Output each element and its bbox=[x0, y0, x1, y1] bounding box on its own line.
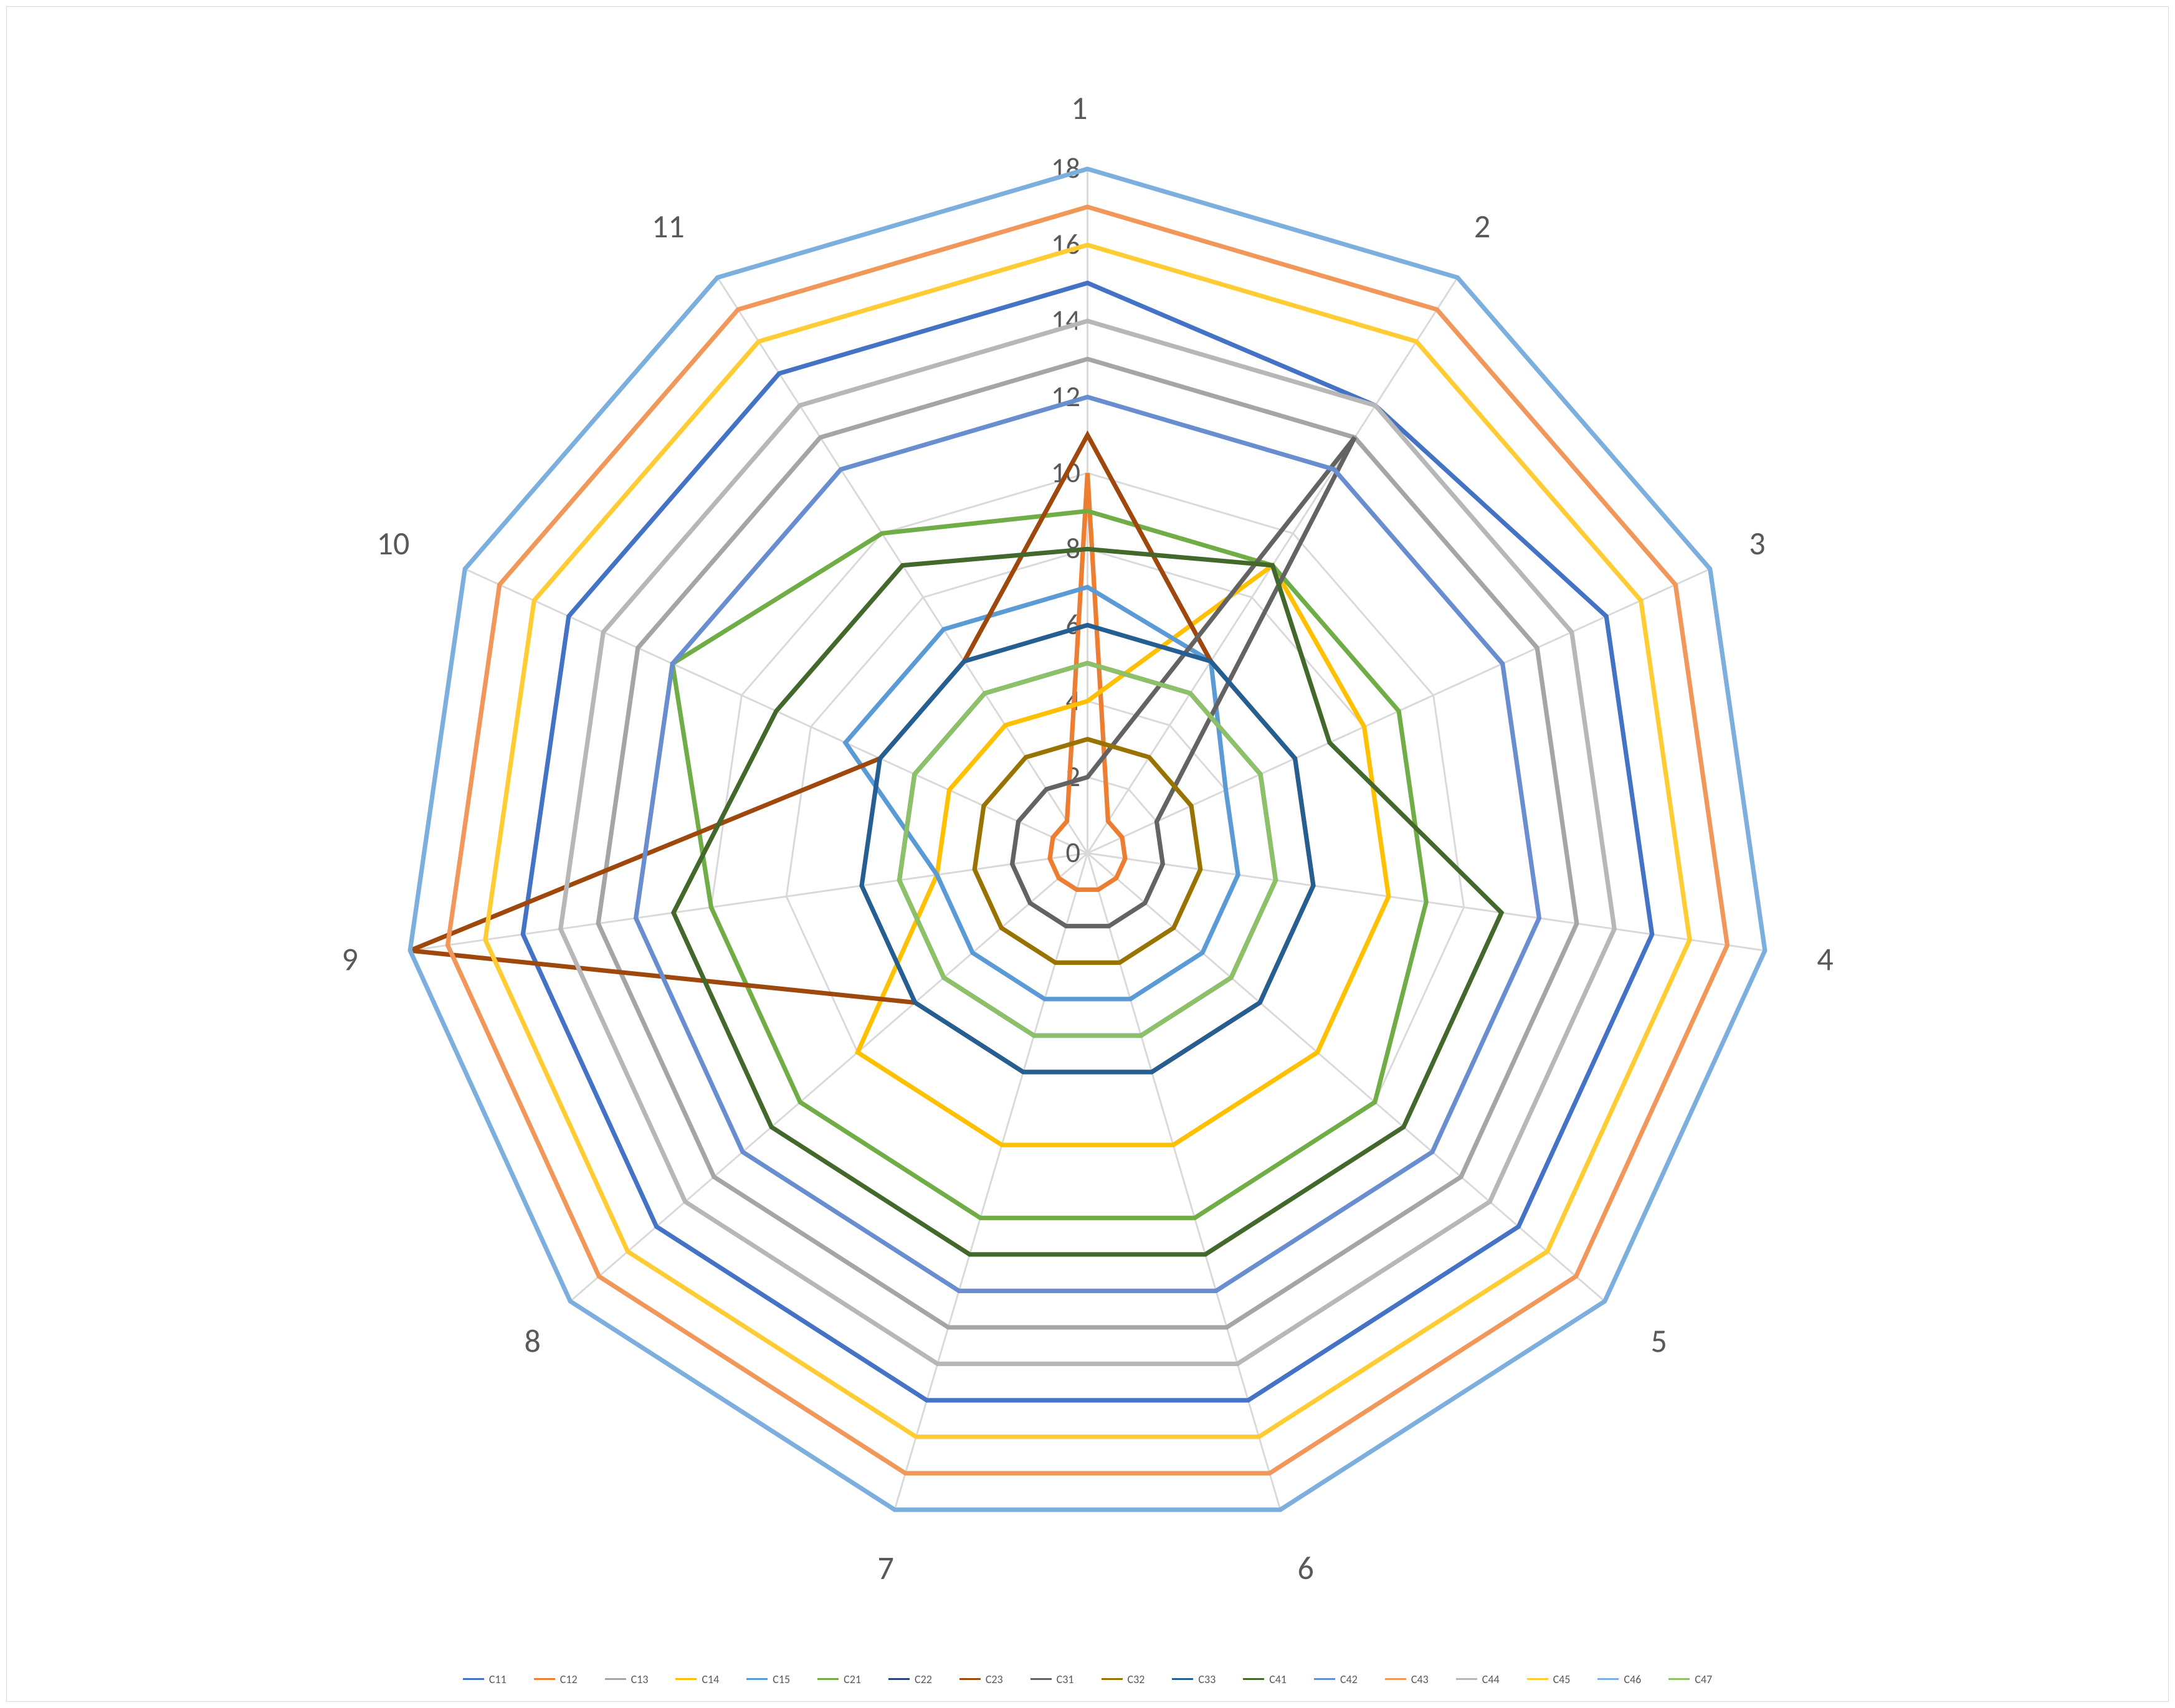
category-label: 7 bbox=[878, 1548, 894, 1588]
radial-tick-label: 12 bbox=[1051, 379, 1080, 414]
legend-swatch bbox=[1527, 1678, 1548, 1680]
legend-label: C32 bbox=[1128, 1672, 1145, 1686]
legend-label: C45 bbox=[1553, 1672, 1571, 1686]
legend-swatch bbox=[1597, 1678, 1619, 1680]
legend-item-C21: C21 bbox=[817, 1672, 861, 1686]
legend-item-C33: C33 bbox=[1172, 1672, 1216, 1686]
legend-item-C14: C14 bbox=[675, 1672, 719, 1686]
category-label: 10 bbox=[377, 523, 410, 563]
category-label: 8 bbox=[525, 1321, 541, 1360]
legend-label: C42 bbox=[1340, 1672, 1358, 1686]
legend-item-C13: C13 bbox=[605, 1672, 649, 1686]
legend-swatch bbox=[675, 1678, 697, 1680]
legend-swatch bbox=[463, 1678, 484, 1680]
category-label: 6 bbox=[1297, 1548, 1313, 1588]
legend-label: C21 bbox=[844, 1672, 861, 1686]
legend-item-C47: C47 bbox=[1668, 1672, 1712, 1686]
legend-item-C44: C44 bbox=[1456, 1672, 1500, 1686]
legend-swatch bbox=[1243, 1678, 1264, 1680]
legend-label: C44 bbox=[1482, 1672, 1500, 1686]
legend-label: C12 bbox=[560, 1672, 578, 1686]
legend-item-C42: C42 bbox=[1314, 1672, 1358, 1686]
category-label: 4 bbox=[1817, 939, 1833, 979]
legend-label: C33 bbox=[1198, 1672, 1216, 1686]
chart-frame: 0246810121416181234567891011 C11C12C13C1… bbox=[6, 6, 2169, 1702]
series-C21 bbox=[672, 511, 1426, 1218]
legend-label: C23 bbox=[986, 1672, 1003, 1686]
category-label: 9 bbox=[341, 939, 358, 979]
legend-item-C23: C23 bbox=[959, 1672, 1003, 1686]
radial-tick-label: 18 bbox=[1051, 151, 1080, 186]
legend-swatch bbox=[1172, 1678, 1193, 1680]
category-label: 11 bbox=[652, 206, 685, 246]
category-label: 3 bbox=[1749, 523, 1765, 563]
grid-spoke bbox=[1088, 853, 1605, 1301]
legend-item-C22: C22 bbox=[888, 1672, 932, 1686]
legend-label: C46 bbox=[1624, 1672, 1641, 1686]
series-C31 bbox=[1012, 437, 1355, 926]
legend-item-C45: C45 bbox=[1527, 1672, 1571, 1686]
legend-swatch bbox=[888, 1678, 910, 1680]
radial-tick-label: 0 bbox=[1065, 835, 1080, 870]
legend-swatch bbox=[1314, 1678, 1335, 1680]
legend-swatch bbox=[1030, 1678, 1052, 1680]
legend-label: C13 bbox=[631, 1672, 649, 1686]
legend-label: C41 bbox=[1269, 1672, 1287, 1686]
legend-label: C11 bbox=[489, 1672, 507, 1686]
legend-swatch bbox=[1668, 1678, 1690, 1680]
category-label: 1 bbox=[1071, 88, 1087, 128]
legend-swatch bbox=[746, 1678, 768, 1680]
legend-item-C31: C31 bbox=[1030, 1672, 1074, 1686]
legend-label: C47 bbox=[1695, 1672, 1712, 1686]
legend-label: C14 bbox=[702, 1672, 719, 1686]
legend-label: C22 bbox=[915, 1672, 932, 1686]
legend-swatch bbox=[1102, 1678, 1123, 1680]
legend-item-C12: C12 bbox=[534, 1672, 578, 1686]
legend-swatch bbox=[534, 1678, 555, 1680]
radial-tick-label: 16 bbox=[1051, 227, 1080, 262]
legend-item-C32: C32 bbox=[1102, 1672, 1145, 1686]
legend-item-C11: C11 bbox=[463, 1672, 507, 1686]
legend-label: C31 bbox=[1057, 1672, 1074, 1686]
legend-item-C43: C43 bbox=[1385, 1672, 1429, 1686]
legend-item-C15: C15 bbox=[746, 1672, 790, 1686]
category-label: 2 bbox=[1474, 206, 1490, 246]
radial-tick-label: 14 bbox=[1051, 303, 1080, 338]
legend-swatch bbox=[1385, 1678, 1406, 1680]
legend-swatch bbox=[817, 1678, 839, 1680]
legend-swatch bbox=[1456, 1678, 1477, 1680]
grid-spoke bbox=[410, 853, 1087, 951]
legend-label: C43 bbox=[1411, 1672, 1429, 1686]
grid-spoke bbox=[570, 853, 1087, 1301]
legend-label: C15 bbox=[773, 1672, 790, 1686]
legend-swatch bbox=[605, 1678, 626, 1680]
legend-item-C41: C41 bbox=[1243, 1672, 1287, 1686]
legend: C11 C12 C13 C14 C15 C21 C22 C23 C31 C32 C33 C41 C42 C… bbox=[7, 1664, 2168, 1701]
legend-swatch bbox=[959, 1678, 981, 1680]
radar-chart: 0246810121416181234567891011 bbox=[7, 7, 2168, 1664]
radar-svg: 0246810121416181234567891011 bbox=[7, 7, 2168, 1664]
category-label: 5 bbox=[1650, 1321, 1667, 1360]
legend-item-C46: C46 bbox=[1597, 1672, 1641, 1686]
